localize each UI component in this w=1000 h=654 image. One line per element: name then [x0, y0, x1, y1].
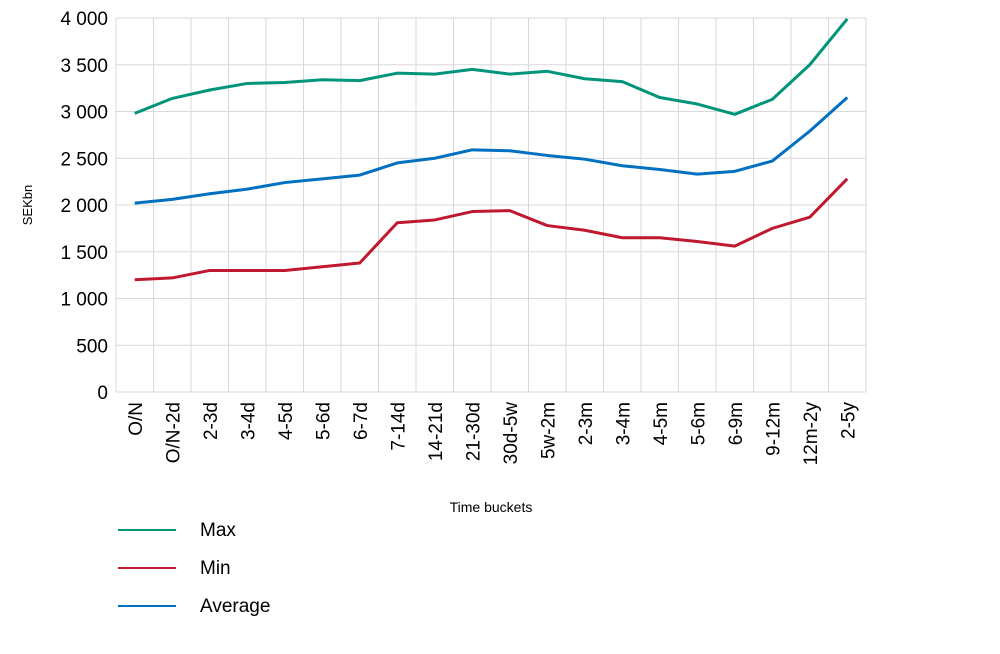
legend-label-max: Max [200, 520, 236, 541]
x-tick-label: 4-5d [276, 402, 297, 440]
gridlines [116, 18, 866, 392]
legend-label-average: Average [200, 596, 270, 617]
y-axis-ticks: 0 500 1 000 1 500 2 000 2 500 3 000 3 500 4 000 [60, 9, 108, 404]
x-tick-label: 5-6d [313, 402, 334, 440]
y-tick-label: 500 [76, 336, 108, 357]
legend-label-min: Min [200, 558, 231, 579]
x-tick-label: 3-4m [613, 402, 634, 445]
legend: Max Min Average [118, 520, 270, 617]
x-tick-label: 7-14d [388, 402, 409, 451]
x-tick-label: 4-5m [651, 402, 672, 445]
x-tick-label: O/N-2d [163, 402, 184, 463]
x-tick-label: 6-7d [351, 402, 372, 440]
y-axis-label: SEKbn [20, 185, 35, 225]
y-tick-label: 0 [97, 383, 108, 404]
x-tick-label: 6-9m [726, 402, 747, 445]
x-tick-label: 5-6m [688, 402, 709, 445]
x-tick-label: 2-5y [838, 402, 859, 439]
x-tick-label: 9-12m [763, 402, 784, 456]
y-tick-label: 3 000 [60, 103, 108, 124]
y-tick-label: 1 500 [60, 243, 108, 264]
x-tick-label: 5w-2m [538, 402, 559, 459]
y-tick-label: 2 500 [60, 149, 108, 170]
y-tick-label: 2 000 [60, 196, 108, 217]
x-tick-label: 21-30d [463, 402, 484, 461]
x-tick-label: 2-3m [576, 402, 597, 445]
x-axis-label: Time buckets [450, 499, 533, 515]
x-tick-label: O/N [126, 402, 147, 436]
y-tick-label: 3 500 [60, 56, 108, 77]
x-tick-label: 14-21d [426, 402, 447, 461]
y-tick-label: 1 000 [60, 290, 108, 311]
x-tick-label: 12m-2y [801, 402, 822, 466]
x-axis-ticks: O/N O/N-2d 2-3d 3-4d 4-5d 5-6d 6-7d 7-14d 14-21d… [126, 402, 860, 466]
x-tick-label: 2-3d [201, 402, 222, 440]
x-tick-label: 3-4d [238, 402, 259, 440]
y-tick-label: 4 000 [60, 9, 108, 30]
x-tick-label: 30d-5w [501, 402, 522, 465]
